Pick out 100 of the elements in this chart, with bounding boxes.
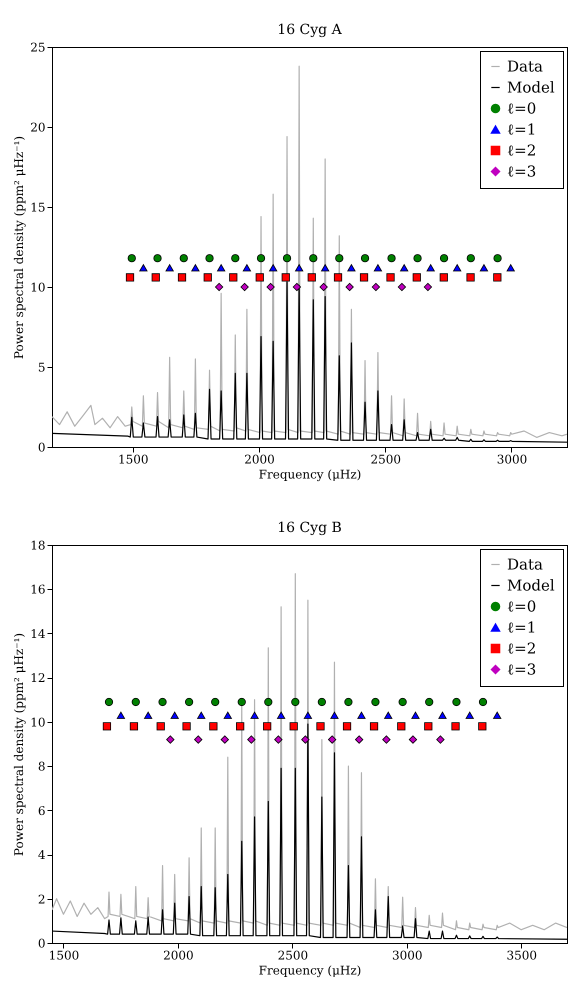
point — [282, 254, 292, 262]
point — [440, 254, 448, 262]
point — [466, 273, 475, 282]
point — [453, 264, 462, 272]
point — [211, 698, 220, 706]
x-tick-label: 3000 — [496, 452, 528, 466]
legend-label: ℓ=3 — [507, 162, 536, 180]
point — [166, 735, 174, 744]
point — [397, 722, 406, 730]
point — [398, 698, 407, 706]
point — [357, 712, 366, 719]
point — [360, 254, 370, 262]
point — [274, 735, 282, 744]
point — [290, 722, 298, 730]
point — [466, 254, 475, 262]
x-tick-label: 2500 — [370, 452, 402, 466]
point — [209, 722, 218, 730]
point — [152, 273, 160, 282]
y-tick-label: 10 — [30, 280, 46, 294]
legend-label: Data — [507, 58, 543, 76]
y-tick-label: 0 — [38, 440, 46, 454]
point — [292, 282, 301, 292]
point — [321, 264, 330, 272]
x-tick-label: 3000 — [392, 948, 423, 962]
x-tick-label: 3500 — [506, 948, 537, 962]
point — [355, 735, 364, 744]
point — [506, 264, 515, 272]
point — [132, 698, 140, 706]
legend-label: Data — [507, 556, 543, 574]
y-tick-label: 16 — [30, 582, 46, 597]
point — [153, 254, 162, 262]
point — [215, 282, 224, 292]
legend-label: ℓ=1 — [507, 120, 536, 138]
point — [400, 264, 408, 272]
point — [102, 722, 112, 730]
legend-label: Model — [507, 576, 555, 594]
chart-title: 16 Cyg A — [277, 22, 343, 38]
point — [158, 698, 167, 706]
point — [144, 712, 152, 719]
point — [466, 712, 474, 719]
point — [424, 282, 432, 292]
point — [236, 722, 244, 730]
point — [318, 698, 326, 706]
point — [194, 735, 202, 744]
point — [387, 254, 396, 262]
point — [231, 254, 240, 262]
point — [316, 722, 325, 730]
point — [384, 712, 392, 719]
y-tick-label: 20 — [30, 120, 46, 134]
point — [104, 698, 114, 706]
point — [438, 712, 447, 719]
point — [320, 282, 328, 292]
legend-label: ℓ=3 — [507, 660, 536, 678]
point — [295, 264, 304, 272]
point — [301, 735, 310, 744]
point — [266, 282, 275, 292]
point — [126, 273, 134, 282]
point — [204, 273, 212, 282]
point — [205, 254, 214, 262]
point — [328, 735, 336, 744]
y-tick-label: 0 — [38, 936, 46, 950]
point — [408, 735, 418, 744]
point — [360, 273, 368, 282]
point — [493, 273, 502, 282]
point — [242, 264, 251, 272]
point — [342, 722, 352, 730]
point — [282, 273, 290, 282]
point — [372, 282, 380, 292]
point — [240, 282, 249, 292]
point — [440, 273, 448, 282]
point — [170, 712, 179, 719]
y-tick-label: 6 — [38, 804, 46, 818]
point — [256, 254, 266, 262]
point — [166, 264, 174, 272]
point — [478, 698, 488, 706]
point — [335, 254, 344, 262]
point — [238, 698, 246, 706]
point — [116, 712, 126, 719]
point — [139, 264, 148, 272]
x-axis-title: Frequency (μHz) — [258, 468, 362, 482]
point — [413, 254, 422, 262]
point — [478, 722, 486, 730]
point — [386, 273, 395, 282]
point — [330, 712, 339, 719]
legend-label: ℓ=2 — [507, 640, 536, 658]
y-tick-label: 8 — [38, 760, 46, 774]
point — [346, 282, 354, 292]
y-tick-label: 14 — [30, 626, 46, 641]
y-tick-label: 12 — [30, 671, 46, 686]
point — [269, 264, 278, 272]
point — [130, 722, 138, 730]
point — [220, 735, 229, 744]
point — [197, 712, 206, 719]
point — [247, 735, 256, 744]
point — [217, 264, 226, 272]
point — [371, 698, 380, 706]
x-axis-title: Frequency (μHz) — [258, 964, 362, 978]
point — [182, 722, 191, 730]
point — [291, 698, 300, 706]
y-tick-label: 4 — [38, 848, 46, 862]
